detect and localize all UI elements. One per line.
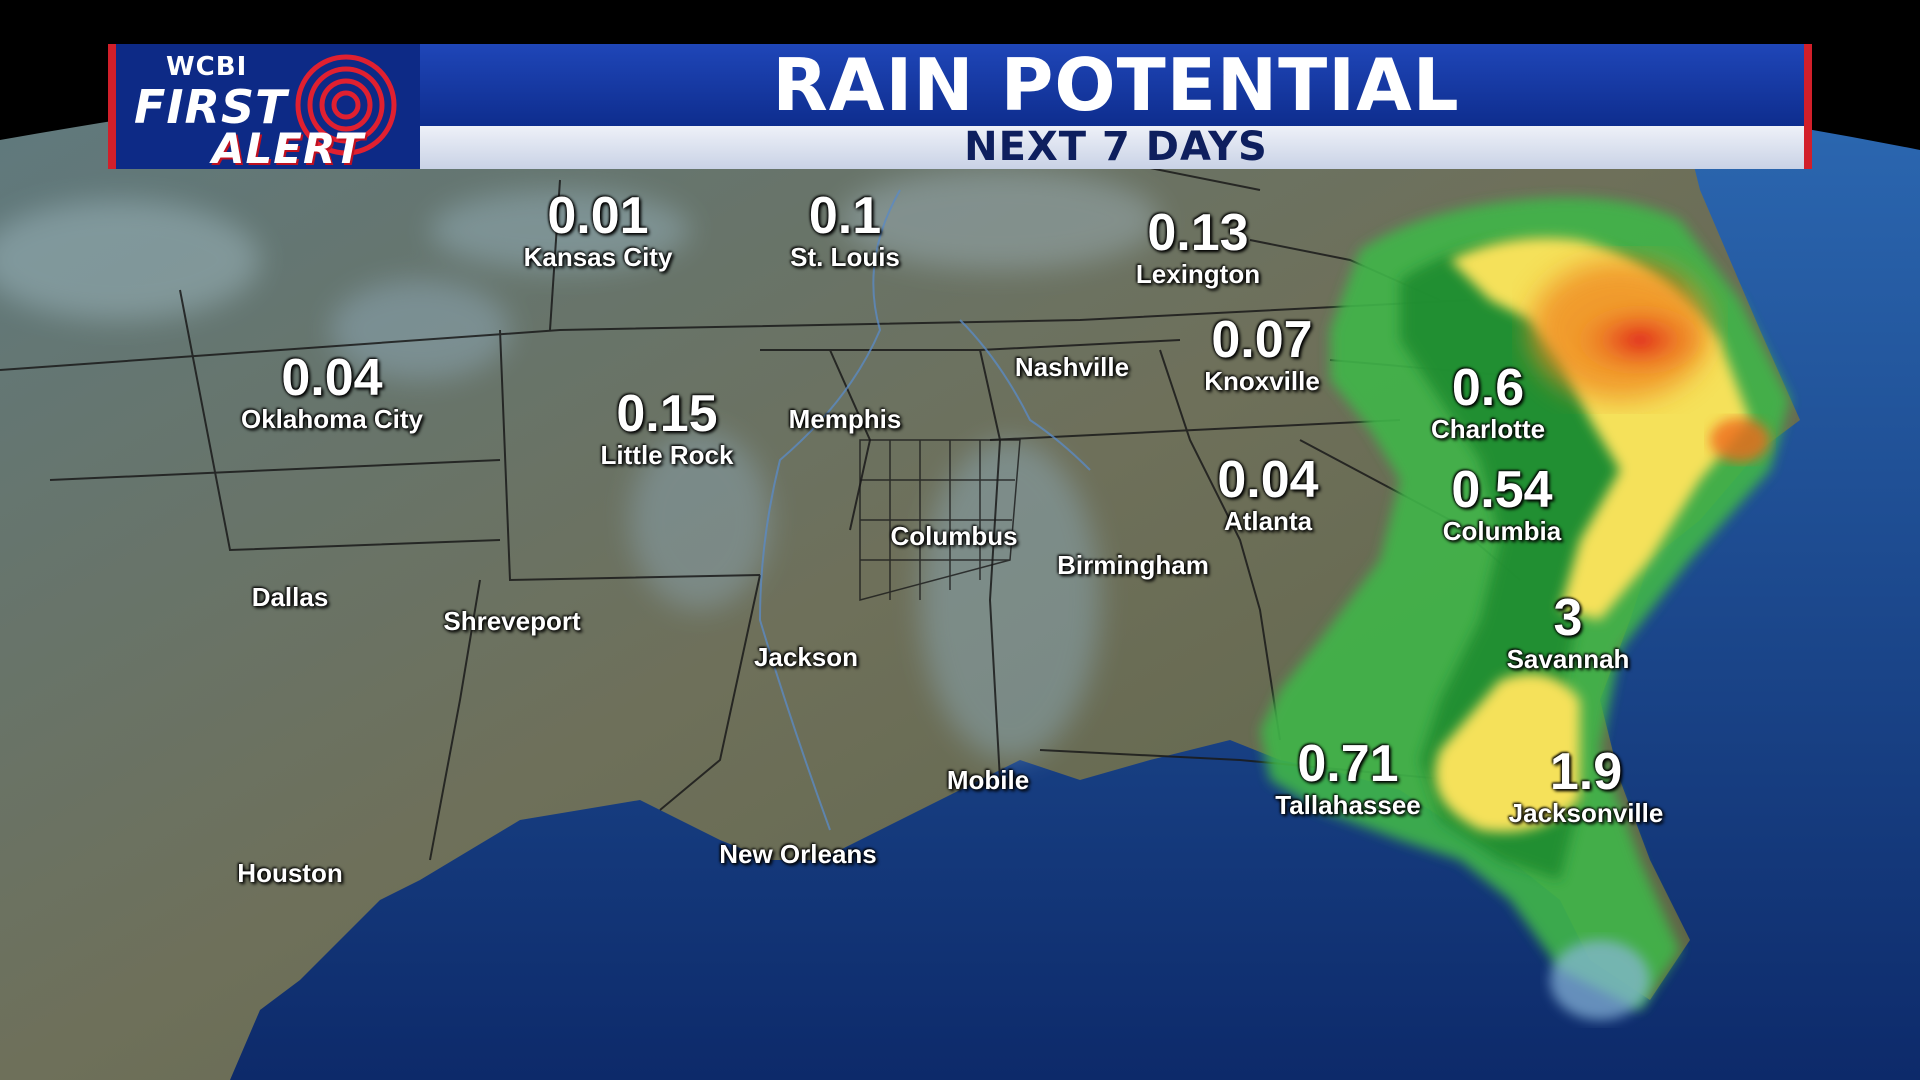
city-savannah: 3 Savannah bbox=[1507, 592, 1630, 674]
city-tallahassee: 0.71 Tallahassee bbox=[1275, 738, 1421, 820]
header-edge-right bbox=[1804, 44, 1812, 169]
city-st-louis: 0.1 St. Louis bbox=[790, 190, 900, 272]
city-name: Memphis bbox=[788, 404, 902, 434]
city-name: Charlotte bbox=[1430, 414, 1546, 444]
city-name: Shreveport bbox=[443, 606, 581, 636]
rain-amount: 0.1 bbox=[808, 187, 882, 245]
rain-amount: 0.13 bbox=[1147, 204, 1249, 262]
city-name: Jacksonville bbox=[1508, 798, 1664, 828]
city-dallas: Dallas bbox=[252, 582, 329, 612]
city-atlanta: 0.04 Atlanta bbox=[1217, 454, 1318, 536]
brand-alert: ALERT bbox=[212, 124, 365, 173]
rainfall-swath bbox=[1260, 197, 1790, 1020]
city-mobile: Mobile bbox=[947, 765, 1029, 795]
city-name: Knoxville bbox=[1204, 366, 1320, 396]
header-banner: WCBI FIRST ALERT RAIN POTENTIAL NEXT 7 D… bbox=[108, 43, 1812, 173]
city-new-orleans: New Orleans bbox=[719, 839, 877, 869]
station-callsign: WCBI bbox=[166, 52, 248, 82]
brand-first: FIRST bbox=[134, 80, 288, 134]
rain-amount: 0.07 bbox=[1211, 311, 1313, 369]
city-little-rock: 0.15 Little Rock bbox=[601, 388, 734, 470]
rain-amount: 3 bbox=[1553, 589, 1583, 647]
city-name: Kansas City bbox=[523, 242, 673, 272]
city-jacksonville: 1.9 Jacksonville bbox=[1509, 746, 1664, 828]
city-nashville: Nashville bbox=[1015, 352, 1129, 382]
city-name: New Orleans bbox=[719, 839, 877, 869]
radar-icon bbox=[295, 54, 397, 156]
city-name: Savannah bbox=[1506, 644, 1630, 674]
city-jackson: Jackson bbox=[754, 642, 858, 672]
city-kansas-city: 0.01 Kansas City bbox=[524, 190, 673, 272]
city-shreveport: Shreveport bbox=[443, 606, 580, 636]
city-name: Columbus bbox=[890, 521, 1018, 551]
city-name: Nashville bbox=[1014, 352, 1130, 382]
city-lexington: 0.13 Lexington bbox=[1136, 207, 1260, 289]
city-columbia: 0.54 Columbia bbox=[1443, 464, 1561, 546]
city-birmingham: Birmingham bbox=[1057, 550, 1209, 580]
city-name: Lexington bbox=[1135, 259, 1261, 289]
city-name: Little Rock bbox=[600, 440, 734, 470]
city-name: Columbia bbox=[1442, 516, 1562, 546]
city-houston: Houston bbox=[237, 858, 342, 888]
city-name: Mobile bbox=[946, 765, 1030, 795]
rain-amount: 0.71 bbox=[1297, 735, 1399, 793]
rain-amount: 0.04 bbox=[1217, 451, 1319, 509]
city-memphis: Memphis bbox=[789, 404, 902, 434]
rain-amount: 0.15 bbox=[616, 385, 718, 443]
rain-amount: 0.04 bbox=[281, 349, 383, 407]
city-name: Jackson bbox=[753, 642, 859, 672]
city-name: Atlanta bbox=[1223, 506, 1313, 536]
rain-amount: 0.6 bbox=[1451, 359, 1525, 417]
rain-amount: 1.9 bbox=[1549, 743, 1623, 801]
city-name: Tallahassee bbox=[1275, 790, 1421, 820]
city-oklahoma-city: 0.04 Oklahoma City bbox=[241, 352, 423, 434]
subtitle-bar bbox=[420, 126, 1812, 169]
city-name: Birmingham bbox=[1057, 550, 1209, 580]
city-columbus: Columbus bbox=[890, 521, 1017, 551]
station-logo: WCBI FIRST ALERT bbox=[116, 44, 420, 173]
rain-amount: 0.54 bbox=[1451, 461, 1553, 519]
header-edge-left bbox=[108, 44, 116, 169]
city-name: St. Louis bbox=[790, 242, 900, 272]
city-name: Houston bbox=[237, 858, 343, 888]
city-name: Oklahoma City bbox=[240, 404, 424, 434]
page-subtitle: NEXT 7 DAYS bbox=[964, 124, 1268, 170]
page-title: RAIN POTENTIAL bbox=[772, 43, 1460, 127]
city-name: Dallas bbox=[251, 582, 329, 612]
city-knoxville: 0.07 Knoxville bbox=[1204, 314, 1320, 396]
city-charlotte: 0.6 Charlotte bbox=[1431, 362, 1545, 444]
rain-amount: 0.01 bbox=[547, 187, 649, 245]
